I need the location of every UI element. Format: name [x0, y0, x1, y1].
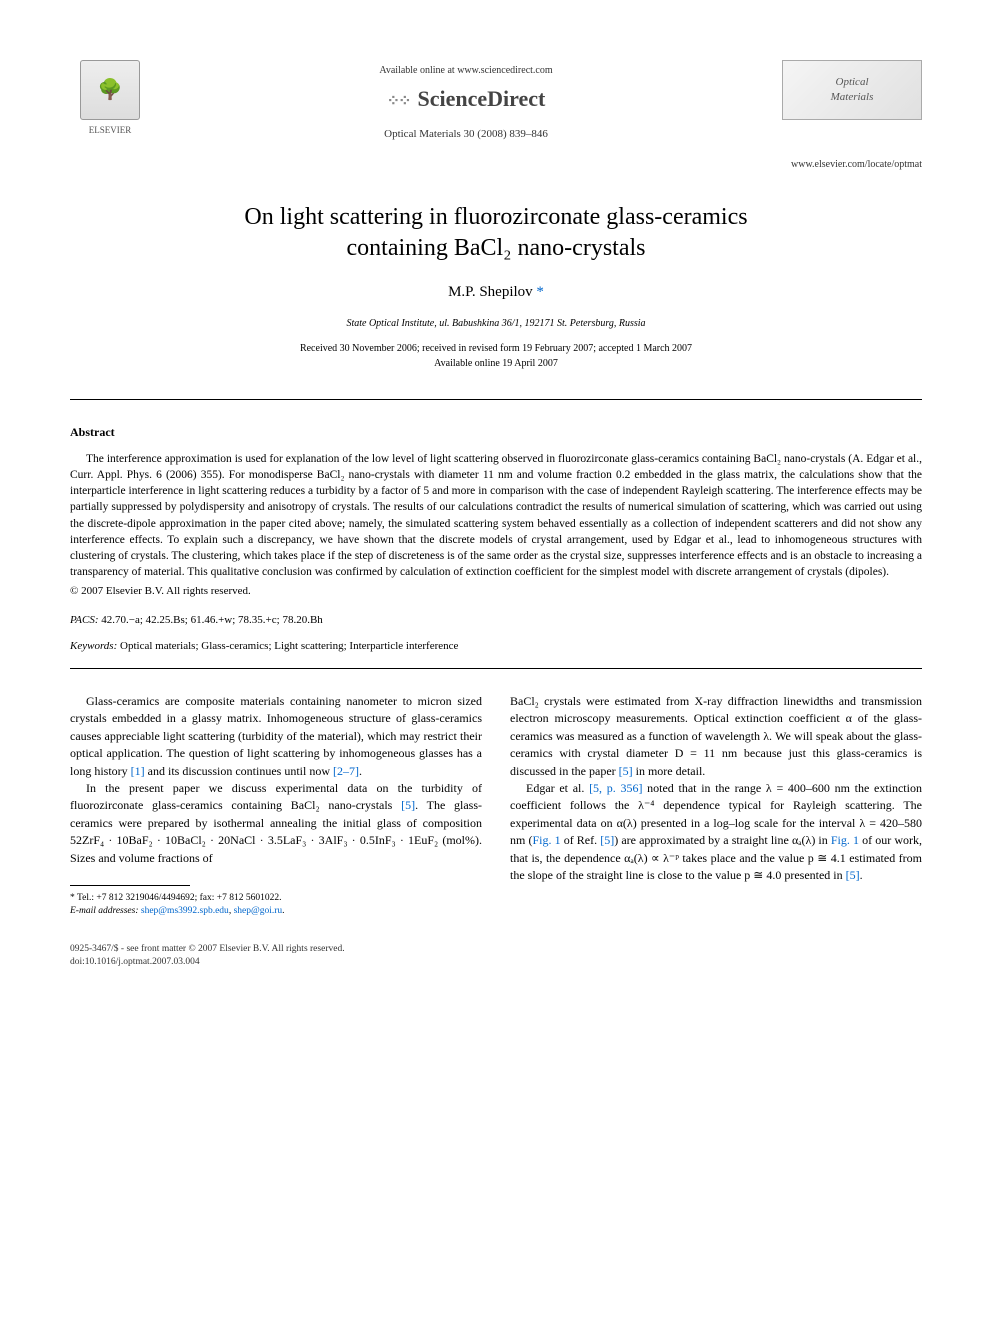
footer-front-matter: 0925-3467/$ - see front matter © 2007 El…	[70, 943, 345, 956]
journal-logo-line2: Materials	[831, 90, 874, 105]
ref-link-5d[interactable]: [5]	[846, 868, 860, 882]
keywords-label: Keywords:	[70, 640, 117, 652]
elsevier-logo: 🌳 ELSEVIER	[70, 60, 150, 150]
footnote-email-label: E-mail addresses:	[70, 906, 139, 916]
article-dates: Received 30 November 2006; received in r…	[70, 341, 922, 371]
abstract-body: The interference approximation is used f…	[70, 453, 922, 578]
ref-link-5p356[interactable]: [5, p. 356]	[589, 781, 642, 795]
body-column-right: BaCl₂ crystals were estimated from X-ray…	[510, 693, 922, 919]
ref-link-2-7[interactable]: [2–7]	[333, 764, 359, 778]
author-footnote-marker[interactable]: *	[536, 284, 544, 300]
journal-reference: Optical Materials 30 (2008) 839–846	[150, 127, 782, 142]
body-p2: In the present paper we discuss experime…	[70, 780, 482, 867]
body-p1-end: .	[359, 764, 362, 778]
body-p4-f: .	[860, 868, 863, 882]
center-header: Available online at www.sciencedirect.co…	[150, 60, 782, 142]
dates-line1: Received 30 November 2006; received in r…	[300, 343, 692, 354]
footer-doi: doi:10.1016/j.optmat.2007.03.004	[70, 956, 345, 969]
ref-link-5b[interactable]: [5]	[619, 764, 633, 778]
body-columns: Glass-ceramics are composite materials c…	[70, 693, 922, 919]
body-p1: Glass-ceramics are composite materials c…	[70, 693, 482, 780]
elsevier-label: ELSEVIER	[89, 124, 132, 137]
body-p4-a: Edgar et al.	[526, 781, 589, 795]
dates-line2: Available online 19 April 2007	[434, 358, 558, 369]
journal-url[interactable]: www.elsevier.com/locate/optmat	[70, 158, 922, 172]
abstract-text: The interference approximation is used f…	[70, 451, 922, 580]
sciencedirect-logo: ⁘⁘ ScienceDirect	[150, 84, 782, 115]
footnote-tel: * Tel.: +7 812 3219046/4494692; fax: +7 …	[70, 892, 482, 905]
keywords-value: Optical materials; Glass-ceramics; Light…	[120, 640, 458, 652]
fig-link-1a[interactable]: Fig. 1	[532, 833, 560, 847]
available-online-text: Available online at www.sciencedirect.co…	[150, 64, 782, 78]
footnote-separator	[70, 885, 190, 886]
pacs-label: PACS:	[70, 614, 99, 626]
affiliation: State Optical Institute, ul. Babushkina …	[70, 317, 922, 331]
title-line2: containing BaCl₂ nano-crystals	[347, 235, 646, 261]
divider-bottom	[70, 668, 922, 669]
ref-link-5c[interactable]: [5]	[600, 833, 614, 847]
author-name: M.P. Shepilov	[448, 284, 533, 300]
ref-link-5a[interactable]: [5]	[401, 798, 415, 812]
footnote-tel-text: Tel.: +7 812 3219046/4494692; fax: +7 81…	[77, 893, 282, 903]
footnote-email-end: .	[282, 906, 284, 916]
pacs-line: PACS: 42.70.−a; 42.25.Bs; 61.46.+w; 78.3…	[70, 613, 922, 628]
footnote-block: * Tel.: +7 812 3219046/4494692; fax: +7 …	[70, 892, 482, 919]
footnote-email1[interactable]: shep@ms3992.spb.edu	[141, 906, 229, 916]
journal-logo: Optical Materials	[782, 60, 922, 120]
sd-dots-icon: ⁘⁘	[387, 91, 410, 113]
fig-link-1b[interactable]: Fig. 1	[831, 833, 859, 847]
body-p4-d: ) are approximated by a straight line αₐ…	[614, 833, 831, 847]
footer-left: 0925-3467/$ - see front matter © 2007 El…	[70, 943, 345, 970]
footnote-email-line: E-mail addresses: shep@ms3992.spb.edu, s…	[70, 905, 482, 918]
elsevier-tree-icon: 🌳	[80, 60, 140, 120]
ref-link-1[interactable]: [1]	[131, 764, 145, 778]
journal-logo-block: Optical Materials	[782, 60, 922, 120]
article-title: On light scattering in fluorozirconate g…	[70, 202, 922, 264]
sciencedirect-label: ScienceDirect	[417, 86, 545, 111]
title-line1: On light scattering in fluorozirconate g…	[244, 204, 747, 230]
keywords-line: Keywords: Optical materials; Glass-ceram…	[70, 639, 922, 654]
abstract-heading: Abstract	[70, 424, 922, 441]
header-row: 🌳 ELSEVIER Available online at www.scien…	[70, 60, 922, 150]
body-p4: Edgar et al. [5, p. 356] noted that in t…	[510, 780, 922, 884]
pacs-value: 42.70.−a; 42.25.Bs; 61.46.+w; 78.35.+c; …	[101, 614, 323, 626]
footer-row: 0925-3467/$ - see front matter © 2007 El…	[70, 943, 922, 970]
body-p3: BaCl₂ crystals were estimated from X-ray…	[510, 693, 922, 780]
body-p3-a: BaCl₂ crystals were estimated from X-ray…	[510, 694, 922, 778]
author-line: M.P. Shepilov *	[70, 282, 922, 303]
body-p4-c: of Ref.	[561, 833, 601, 847]
divider-top	[70, 399, 922, 400]
body-column-left: Glass-ceramics are composite materials c…	[70, 693, 482, 919]
footnote-email2[interactable]: shep@goi.ru	[234, 906, 283, 916]
body-p1-mid: and its discussion continues until now	[145, 764, 333, 778]
abstract-copyright: © 2007 Elsevier B.V. All rights reserved…	[70, 584, 922, 599]
journal-logo-line1: Optical	[836, 75, 869, 90]
body-p3-b: in more detail.	[633, 764, 706, 778]
